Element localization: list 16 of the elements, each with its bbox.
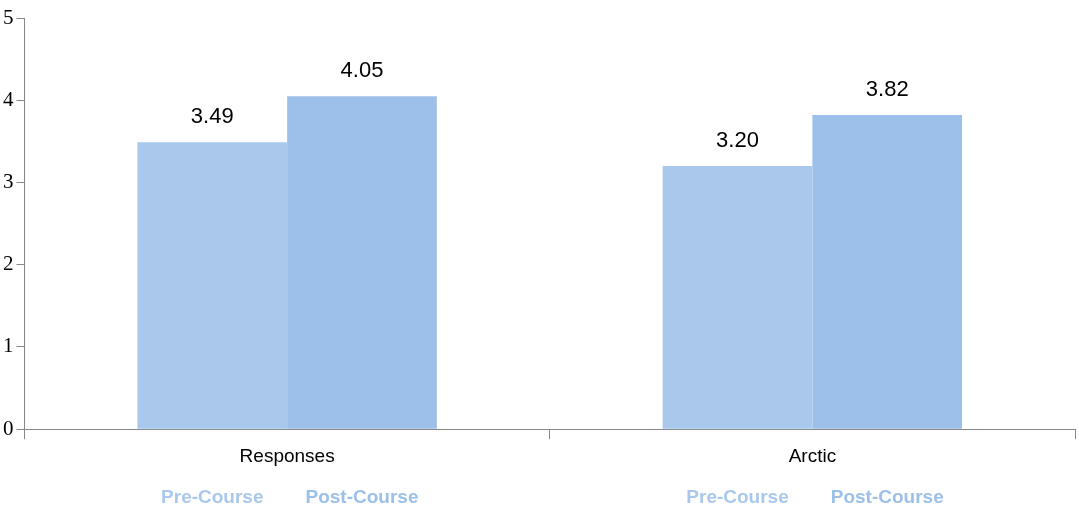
text: Post-Course: [830, 486, 944, 508]
x-tick-label: Arctic: [788, 444, 837, 466]
y-tick-label: 4: [3, 86, 14, 111]
y-tick-label: 2: [3, 251, 14, 276]
y-tick-label: 1: [3, 333, 14, 358]
text: Pre-Course: [161, 486, 264, 508]
data-label: 3.82: [865, 76, 909, 102]
data-label: 3.20: [716, 127, 759, 153]
data-label: 3.49: [190, 103, 234, 129]
text: Pre-Course: [686, 486, 789, 508]
y-tick-label: 0: [3, 415, 14, 440]
y-tick-label: 5: [3, 4, 14, 29]
y-tick-label: 3: [3, 169, 14, 193]
text: Post-Course: [305, 486, 419, 508]
x-tick-label: Responses: [239, 444, 335, 466]
data-label: 4.05: [340, 57, 384, 83]
